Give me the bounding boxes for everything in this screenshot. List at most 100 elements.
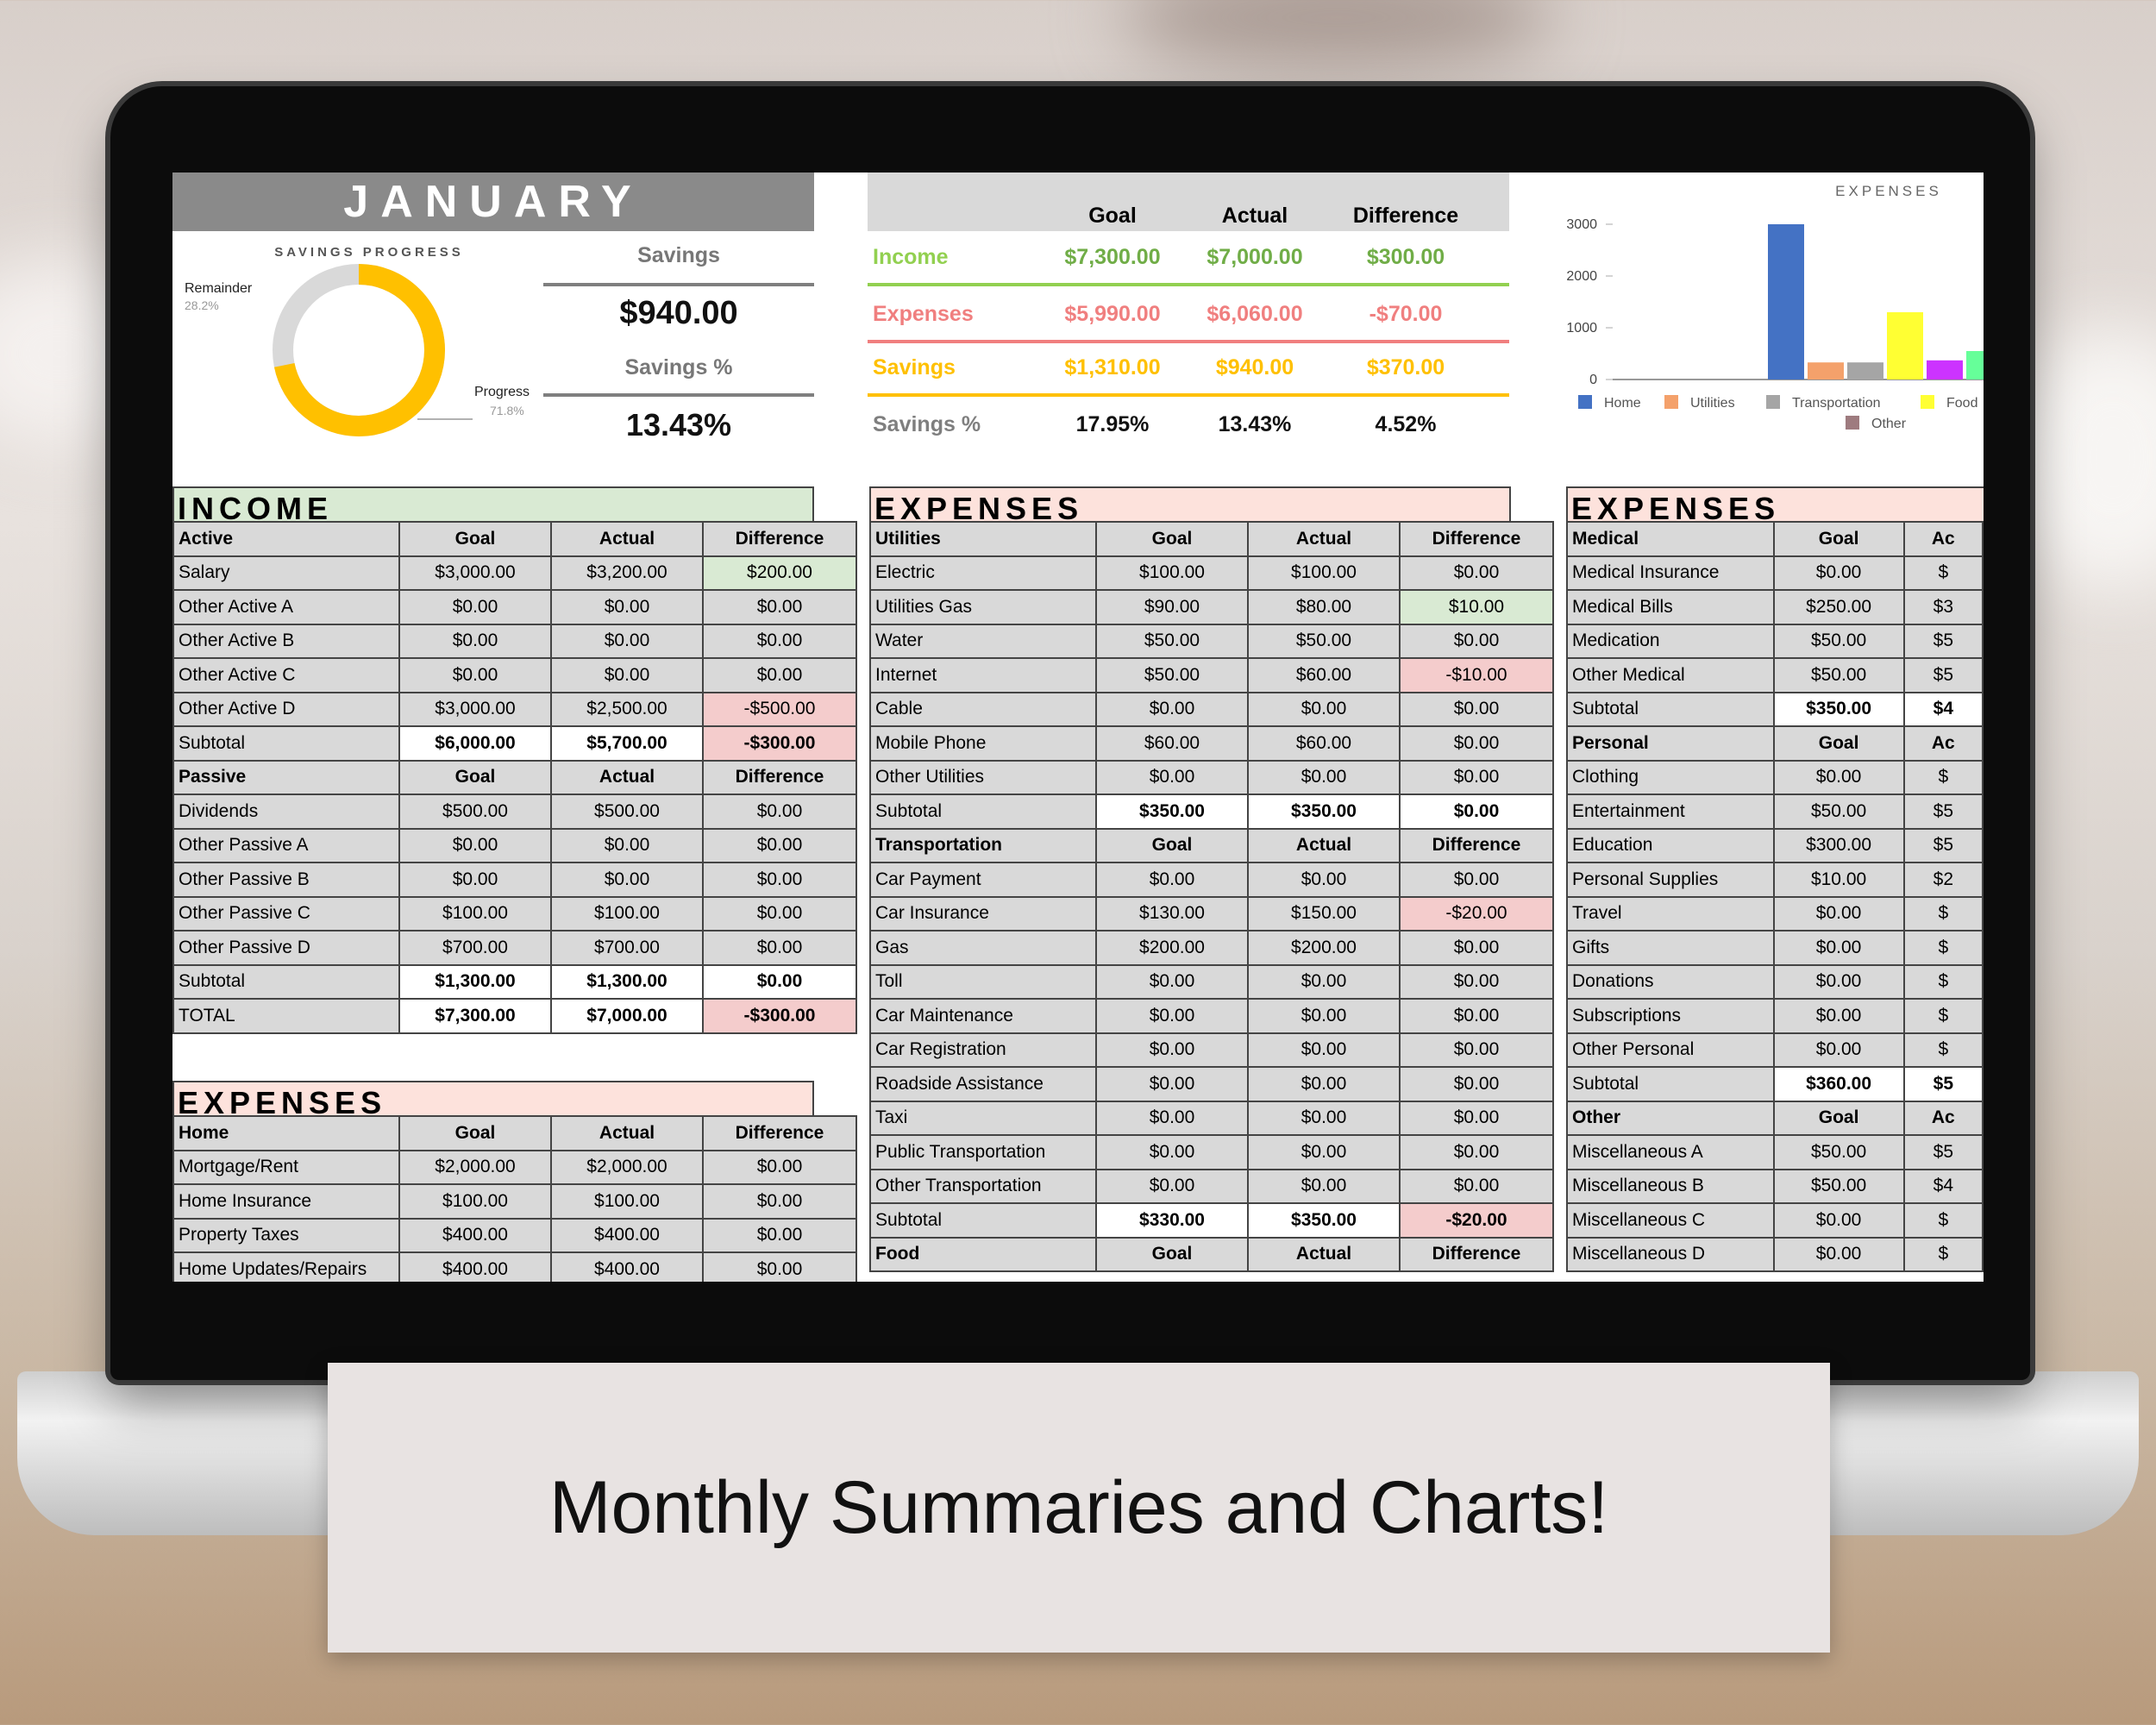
row-label-cell[interactable]: Gas [869,930,1097,966]
row-label-cell[interactable]: Gifts [1566,930,1775,966]
value-cell[interactable]: Actual [1247,827,1401,863]
row-label-cell[interactable]: Cable [869,691,1097,727]
value-cell[interactable]: Actual [550,1115,704,1151]
value-cell[interactable]: $200.00 [1095,930,1249,966]
value-cell[interactable]: $0.00 [702,930,857,966]
value-cell[interactable]: $0.00 [1247,759,1401,795]
value-cell[interactable]: $0.00 [702,895,857,932]
row-label-cell[interactable]: Public Transportation [869,1134,1097,1170]
row-label-cell[interactable]: Passive [172,759,400,795]
value-cell[interactable]: $50.00 [1095,657,1249,693]
value-cell[interactable]: $0.00 [702,657,857,693]
value-cell[interactable]: $0.00 [1095,998,1249,1034]
row-label-cell[interactable]: Mortgage/Rent [172,1149,400,1185]
value-cell[interactable]: $0.00 [1772,759,1905,795]
value-cell[interactable]: $ [1902,963,1984,1000]
value-cell[interactable]: $5 [1902,827,1984,863]
value-cell[interactable]: $0.00 [702,827,857,863]
value-cell[interactable]: $0.00 [1399,862,1554,898]
row-label-cell[interactable]: Subtotal [869,1202,1097,1239]
row-label-cell[interactable]: Other Active D [172,691,400,727]
value-cell[interactable]: $360.00 [1772,1066,1905,1102]
row-label-cell[interactable]: Subscriptions [1566,998,1775,1034]
value-cell[interactable]: $ [1902,1032,1984,1068]
row-label-cell[interactable]: Electric [869,555,1097,591]
row-label-cell[interactable]: Property Taxes [172,1217,400,1253]
value-cell[interactable]: $700.00 [550,930,704,966]
row-label-cell[interactable]: Personal Supplies [1566,862,1775,898]
row-label-cell[interactable]: Miscellaneous D [1566,1236,1775,1272]
row-label-cell[interactable]: Clothing [1566,759,1775,795]
value-cell[interactable]: $0.00 [1399,1168,1554,1204]
value-cell[interactable]: -$500.00 [702,691,857,727]
value-cell[interactable]: $0.00 [1399,1032,1554,1068]
value-cell[interactable]: $400.00 [550,1217,704,1253]
value-cell[interactable]: $0.00 [1247,963,1401,1000]
value-cell[interactable]: $10.00 [1772,862,1905,898]
row-label-cell[interactable]: Food [869,1236,1097,1272]
value-cell[interactable]: Actual [550,521,704,557]
row-label-cell[interactable]: Home Insurance [172,1183,400,1220]
row-label-cell[interactable]: Other Personal [1566,1032,1775,1068]
value-cell[interactable]: $0.00 [550,623,704,659]
value-cell[interactable]: Actual [1247,521,1401,557]
value-cell[interactable]: $0.00 [1772,963,1905,1000]
value-cell[interactable]: Difference [1399,521,1554,557]
value-cell[interactable]: $0.00 [1772,1202,1905,1239]
value-cell[interactable]: $0.00 [1399,1066,1554,1102]
value-cell[interactable]: $0.00 [1247,998,1401,1034]
value-cell[interactable]: $4 [1902,691,1984,727]
value-cell[interactable]: $50.00 [1247,623,1401,659]
value-cell[interactable]: $0.00 [398,589,552,625]
value-cell[interactable]: $ [1902,930,1984,966]
value-cell[interactable]: $0.00 [1399,759,1554,795]
value-cell[interactable]: $50.00 [1095,623,1249,659]
row-label-cell[interactable]: Donations [1566,963,1775,1000]
value-cell[interactable]: Actual [1247,1236,1401,1272]
value-cell[interactable]: $3,000.00 [398,555,552,591]
value-cell[interactable]: $0.00 [1772,1032,1905,1068]
value-cell[interactable]: $0.00 [1399,555,1554,591]
value-cell[interactable]: $350.00 [1772,691,1905,727]
value-cell[interactable]: Difference [702,1115,857,1151]
value-cell[interactable]: $100.00 [398,895,552,932]
value-cell[interactable]: Ac [1902,1100,1984,1136]
row-label-cell[interactable]: Miscellaneous A [1566,1134,1775,1170]
row-label-cell[interactable]: Medication [1566,623,1775,659]
row-label-cell[interactable]: Dividends [172,794,400,830]
value-cell[interactable]: $0.00 [702,963,857,1000]
value-cell[interactable]: $0.00 [1399,963,1554,1000]
value-cell[interactable]: $0.00 [1247,691,1401,727]
value-cell[interactable]: $0.00 [1247,1066,1401,1102]
value-cell[interactable]: Ac [1902,725,1984,762]
value-cell[interactable]: Goal [398,759,552,795]
row-label-cell[interactable]: Home Updates/Repairs [172,1251,400,1282]
value-cell[interactable]: $0.00 [1772,930,1905,966]
value-cell[interactable]: $0.00 [1095,1134,1249,1170]
value-cell[interactable]: $50.00 [1772,1168,1905,1204]
value-cell[interactable]: $0.00 [1399,998,1554,1034]
value-cell[interactable]: $5 [1902,1134,1984,1170]
value-cell[interactable]: $350.00 [1247,794,1401,830]
value-cell[interactable]: $0.00 [702,623,857,659]
row-label-cell[interactable]: Other Passive D [172,930,400,966]
value-cell[interactable]: $0.00 [1095,759,1249,795]
row-label-cell[interactable]: Travel [1566,895,1775,932]
row-label-cell[interactable]: Salary [172,555,400,591]
row-label-cell[interactable]: Personal [1566,725,1775,762]
value-cell[interactable]: $2,000.00 [550,1149,704,1185]
value-cell[interactable]: -$300.00 [702,725,857,762]
row-label-cell[interactable]: Other Passive C [172,895,400,932]
row-label-cell[interactable]: Subtotal [869,794,1097,830]
value-cell[interactable]: $5,700.00 [550,725,704,762]
value-cell[interactable]: $50.00 [1772,794,1905,830]
value-cell[interactable]: $0.00 [1399,794,1554,830]
value-cell[interactable]: -$20.00 [1399,1202,1554,1239]
row-label-cell[interactable]: Mobile Phone [869,725,1097,762]
row-label-cell[interactable]: Car Payment [869,862,1097,898]
value-cell[interactable]: Goal [1095,827,1249,863]
row-label-cell[interactable]: Taxi [869,1100,1097,1136]
value-cell[interactable]: $0.00 [398,862,552,898]
value-cell[interactable]: Ac [1902,521,1984,557]
value-cell[interactable]: $0.00 [550,589,704,625]
